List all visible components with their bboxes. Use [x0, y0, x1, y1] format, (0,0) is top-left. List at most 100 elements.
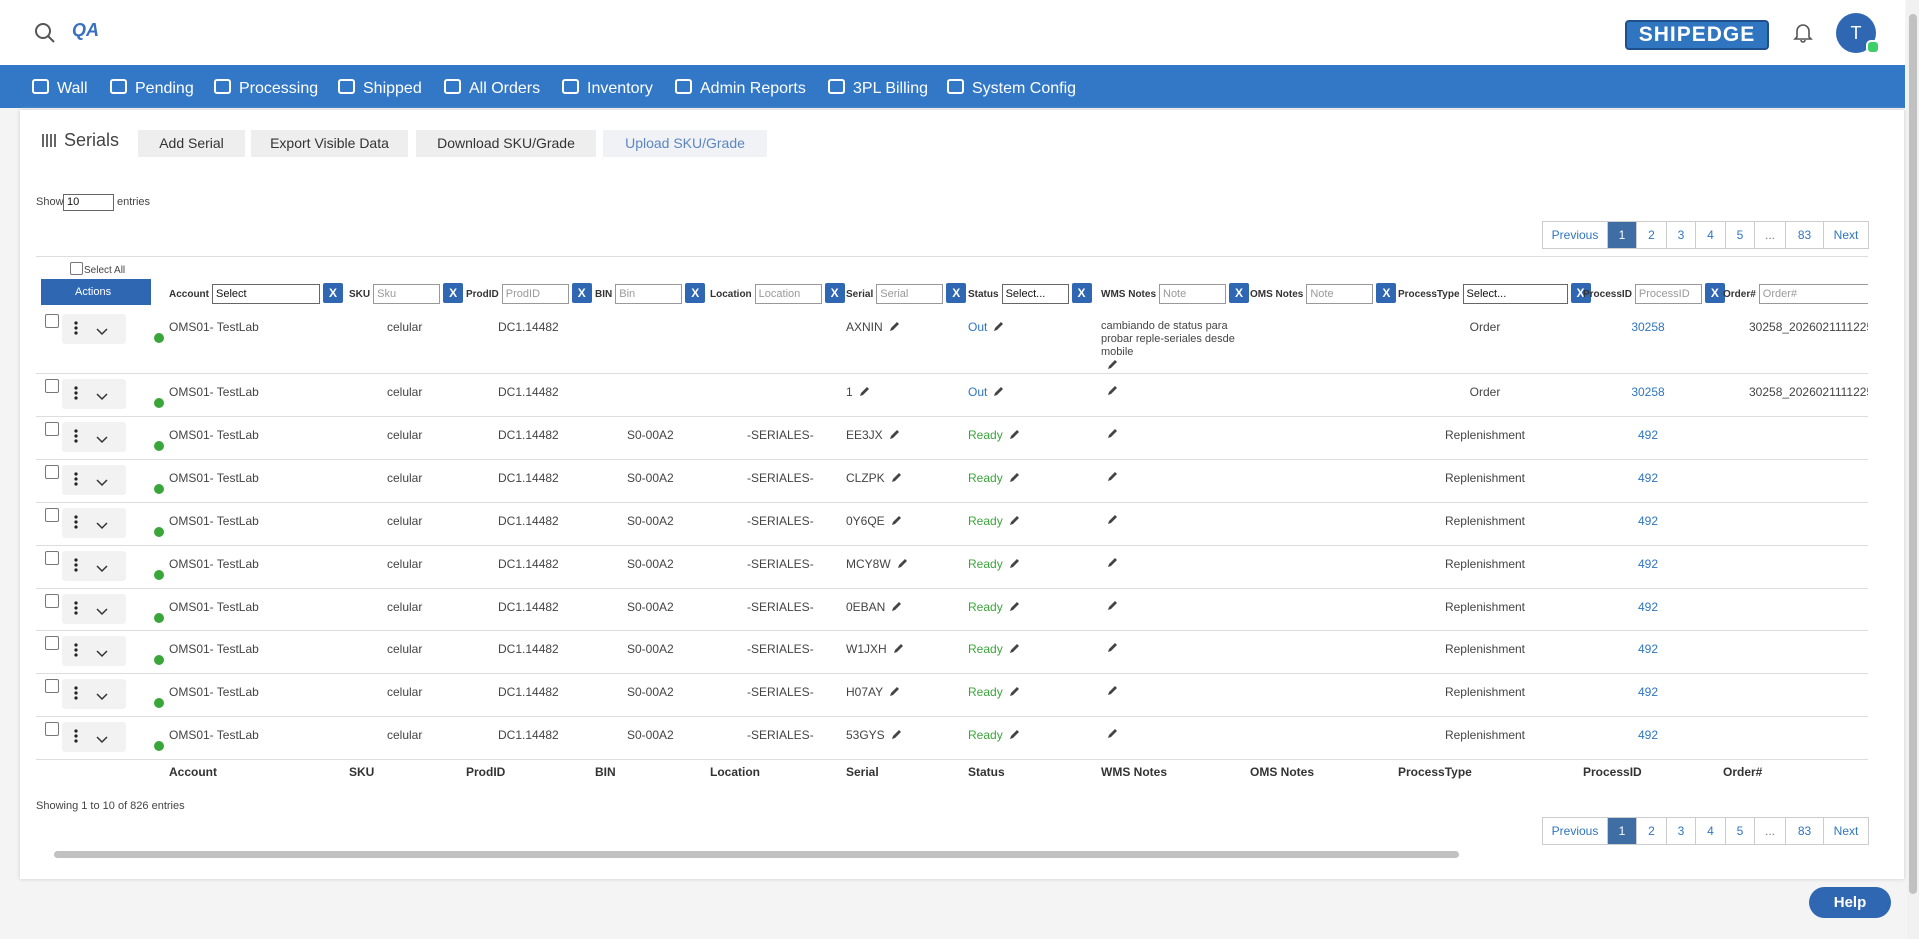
cell-status[interactable]: Ready — [968, 642, 1020, 656]
edit-icon[interactable] — [891, 515, 902, 526]
row-actions[interactable] — [62, 465, 126, 495]
edit-icon[interactable] — [993, 386, 1004, 397]
page-button[interactable]: Next — [1823, 817, 1869, 845]
cell-processid[interactable]: 492 — [1637, 642, 1659, 656]
toolbar-button[interactable]: Export Visible Data — [251, 130, 408, 157]
page-button[interactable]: 3 — [1666, 817, 1696, 845]
row-checkbox[interactable] — [45, 636, 59, 650]
column-filter[interactable]: Select... — [1462, 284, 1568, 304]
nav-item[interactable]: 3PL Billing — [827, 78, 928, 98]
edit-icon[interactable] — [1009, 601, 1020, 612]
cell-status[interactable]: Ready — [968, 471, 1020, 485]
cell-processid[interactable]: 30258 — [1631, 320, 1665, 334]
row-checkbox[interactable] — [45, 314, 59, 328]
toolbar-button[interactable]: Upload SKU/Grade — [603, 130, 767, 157]
column-filter[interactable]: Order# — [1758, 284, 1879, 304]
edit-icon[interactable] — [1107, 642, 1118, 653]
length-select[interactable]: 10 — [63, 194, 114, 211]
select-all-box[interactable] — [70, 262, 83, 275]
add-icon[interactable] — [154, 698, 164, 708]
add-icon[interactable] — [154, 441, 164, 451]
edit-icon[interactable] — [1107, 685, 1118, 696]
row-checkbox[interactable] — [45, 722, 59, 736]
cell-status[interactable]: Ready — [968, 600, 1020, 614]
cell-status[interactable]: Ready — [968, 728, 1020, 742]
edit-icon[interactable] — [859, 386, 870, 397]
page-button[interactable]: ... — [1754, 221, 1786, 249]
clear-filter[interactable]: X — [946, 283, 967, 303]
page-button[interactable]: Previous — [1542, 817, 1608, 845]
cell-status[interactable]: Ready — [968, 514, 1020, 528]
nav-item[interactable]: Shipped — [337, 78, 422, 98]
column-filter[interactable]: Sku — [373, 284, 441, 304]
edit-icon[interactable] — [891, 472, 902, 483]
toolbar-button[interactable]: Add Serial — [138, 130, 245, 157]
row-checkbox[interactable] — [45, 594, 59, 608]
nav-item[interactable]: System Config — [946, 78, 1076, 98]
page-button[interactable]: Next — [1823, 221, 1869, 249]
cell-processid[interactable]: 492 — [1637, 685, 1659, 699]
column-filter[interactable]: Select — [212, 284, 320, 304]
column-filter[interactable]: ProdID — [501, 284, 569, 304]
edit-icon[interactable] — [891, 601, 902, 612]
h-scroll-thumb[interactable] — [54, 851, 1459, 858]
nav-item[interactable]: Wall — [31, 78, 88, 98]
row-checkbox[interactable] — [45, 379, 59, 393]
column-filter[interactable]: Note — [1306, 284, 1374, 304]
add-icon[interactable] — [154, 484, 164, 494]
edit-icon[interactable] — [1107, 471, 1118, 482]
clear-filter[interactable]: X — [824, 283, 845, 303]
cell-processid[interactable]: 492 — [1637, 728, 1659, 742]
nav-item[interactable]: Pending — [109, 78, 194, 98]
add-icon[interactable] — [154, 398, 164, 408]
add-icon[interactable] — [154, 613, 164, 623]
edit-icon[interactable] — [1107, 557, 1118, 568]
edit-icon[interactable] — [889, 429, 900, 440]
edit-icon[interactable] — [891, 729, 902, 740]
edit-icon[interactable] — [1009, 515, 1020, 526]
clear-filter[interactable]: X — [1376, 283, 1397, 303]
edit-icon[interactable] — [1009, 472, 1020, 483]
page-button[interactable]: 5 — [1725, 817, 1755, 845]
cell-status[interactable]: Ready — [968, 685, 1020, 699]
column-filter[interactable]: Location — [754, 284, 822, 304]
edit-icon[interactable] — [1009, 643, 1020, 654]
add-icon[interactable] — [154, 655, 164, 665]
edit-icon[interactable] — [889, 321, 900, 332]
page-button[interactable]: 1 — [1607, 221, 1637, 249]
edit-icon[interactable] — [893, 643, 904, 654]
edit-icon[interactable] — [889, 686, 900, 697]
add-icon[interactable] — [154, 741, 164, 751]
bell-icon[interactable] — [1792, 21, 1814, 43]
column-filter[interactable]: Bin — [615, 284, 683, 304]
page-button[interactable]: 3 — [1666, 221, 1696, 249]
add-icon[interactable] — [154, 570, 164, 580]
cell-processid[interactable]: 492 — [1637, 557, 1659, 571]
row-actions[interactable] — [62, 594, 126, 624]
add-icon[interactable] — [154, 333, 164, 343]
column-filter[interactable]: ProcessID — [1634, 284, 1702, 304]
clear-filter[interactable]: X — [323, 283, 343, 303]
row-actions[interactable] — [62, 314, 126, 344]
page-button[interactable]: 1 — [1607, 817, 1637, 845]
cell-status[interactable]: Ready — [968, 557, 1020, 571]
search-icon[interactable] — [34, 22, 56, 44]
row-checkbox[interactable] — [45, 508, 59, 522]
cell-processid[interactable]: 492 — [1637, 600, 1659, 614]
row-checkbox[interactable] — [45, 465, 59, 479]
page-button[interactable]: 83 — [1785, 221, 1824, 249]
avatar[interactable]: T — [1836, 13, 1876, 53]
page-button[interactable]: Previous — [1542, 221, 1608, 249]
page-button[interactable]: 2 — [1636, 817, 1667, 845]
row-actions[interactable] — [62, 636, 126, 666]
cell-status[interactable]: Out — [968, 320, 1004, 334]
edit-icon[interactable] — [1107, 385, 1118, 396]
row-actions[interactable] — [62, 379, 126, 409]
clear-filter[interactable]: X — [1071, 283, 1092, 303]
edit-icon[interactable] — [1107, 359, 1118, 370]
page-button[interactable]: 2 — [1636, 221, 1667, 249]
row-actions[interactable] — [62, 679, 126, 709]
row-actions[interactable] — [62, 722, 126, 752]
cell-processid[interactable]: 492 — [1637, 471, 1659, 485]
add-icon[interactable] — [154, 527, 164, 537]
